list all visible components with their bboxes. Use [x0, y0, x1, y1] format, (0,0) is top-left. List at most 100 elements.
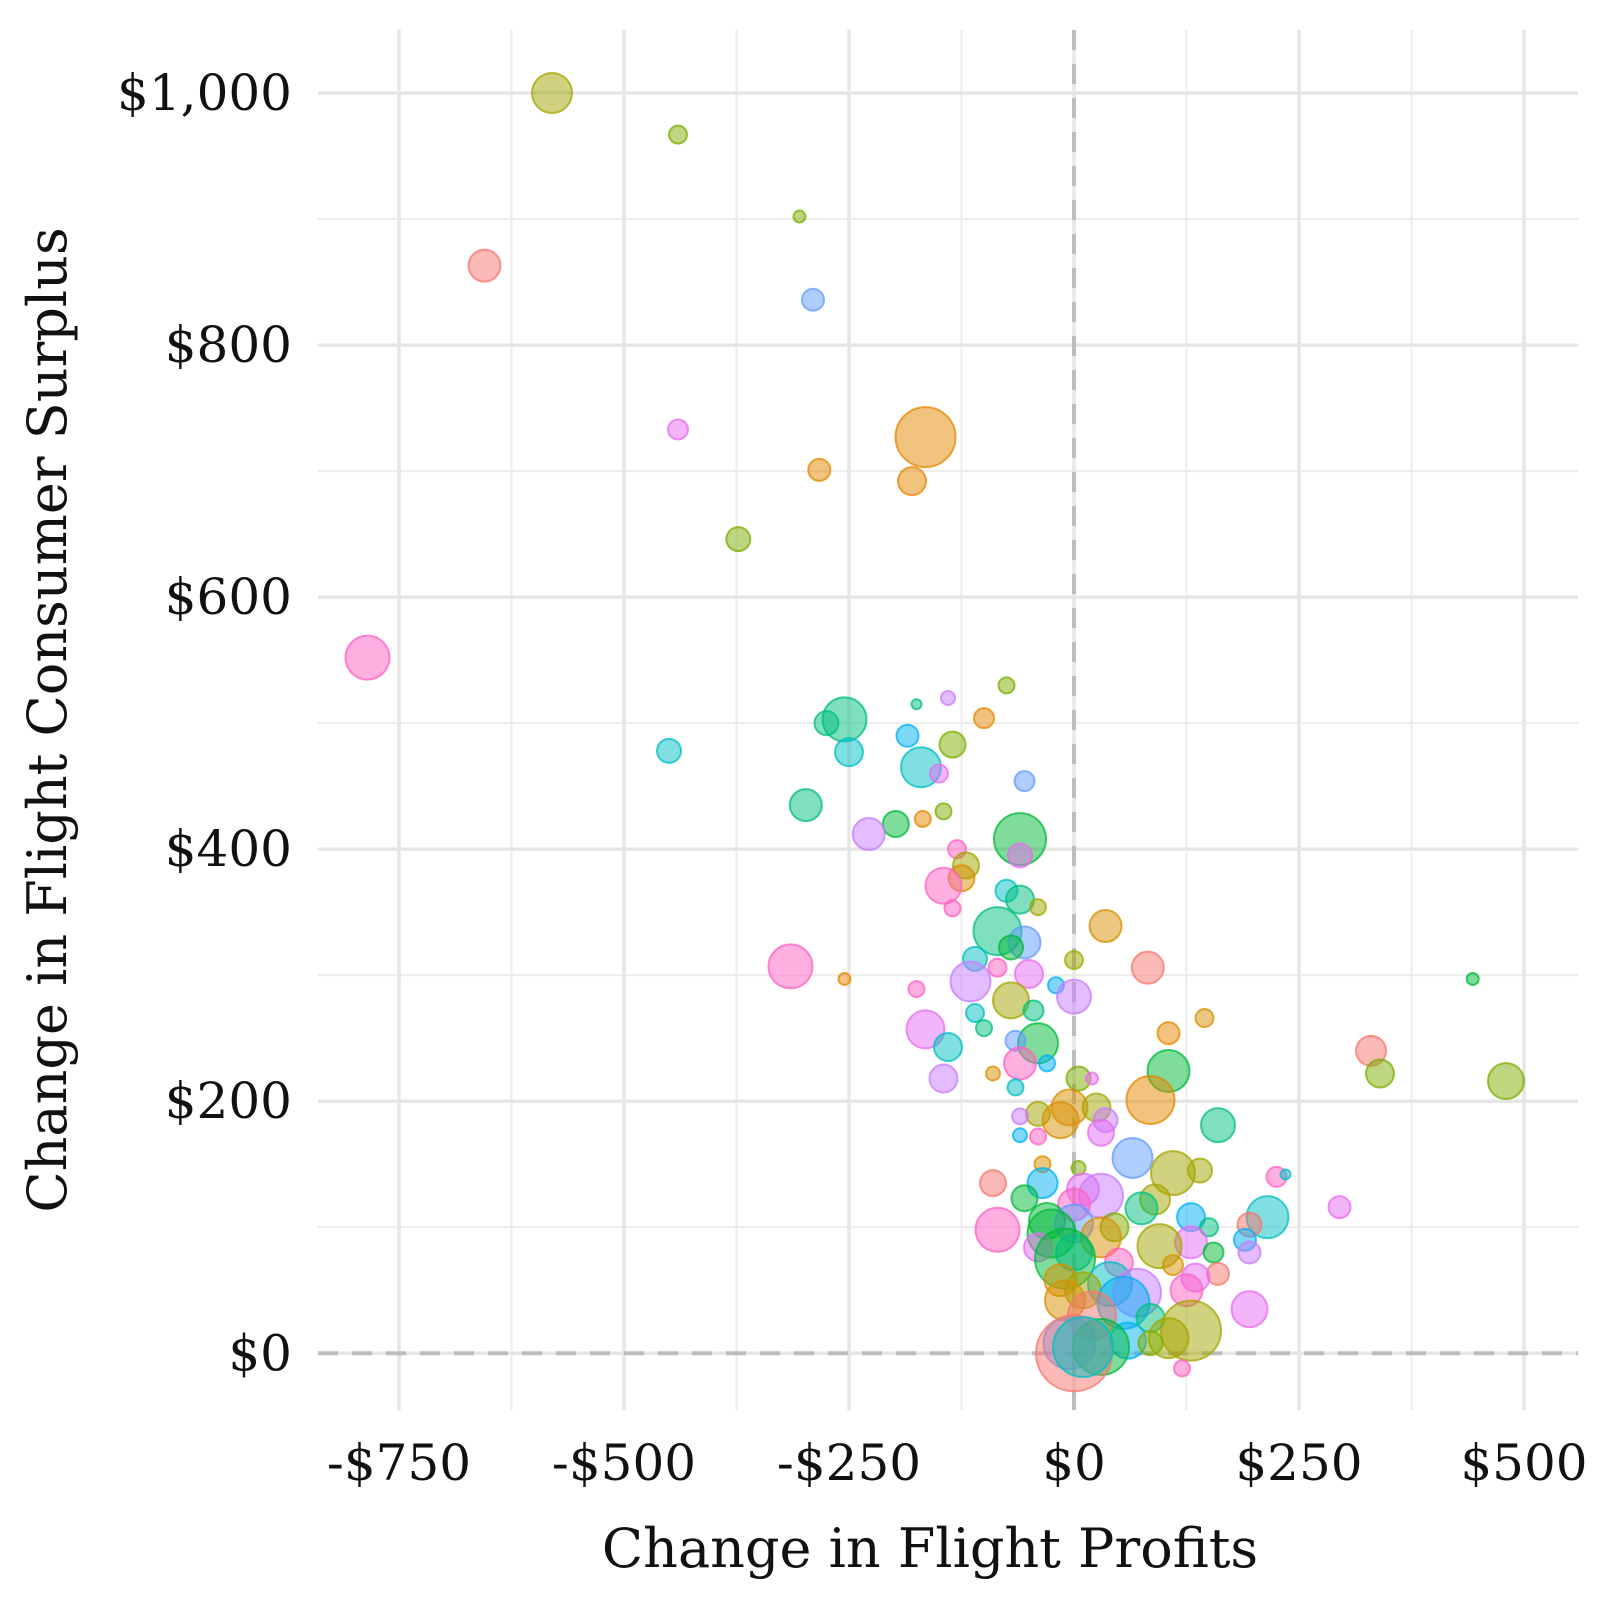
data-point — [1465, 971, 1480, 986]
data-point — [1194, 1008, 1215, 1029]
data-point — [940, 689, 956, 706]
data-point — [910, 698, 923, 711]
data-point — [1365, 1058, 1395, 1089]
data-point — [851, 817, 886, 852]
data-point — [928, 1063, 959, 1094]
data-point — [975, 1019, 993, 1038]
data-point — [1087, 1118, 1115, 1147]
data-point — [1056, 978, 1092, 1015]
data-point — [1125, 1074, 1176, 1125]
x-tick-label: -$250 — [777, 1434, 921, 1492]
data-point — [938, 730, 967, 759]
data-point — [934, 802, 953, 821]
data-point — [929, 763, 949, 784]
data-point — [895, 723, 920, 748]
data-point — [767, 943, 814, 990]
x-tick-label: $500 — [1460, 1434, 1587, 1492]
data-point — [725, 526, 752, 553]
x-axis-tick-labels: -$750 -$500 -$250 $0 $250 $500 — [327, 1434, 1588, 1492]
data-point — [668, 124, 688, 145]
data-point — [1156, 1021, 1181, 1046]
data-point — [1014, 958, 1044, 989]
data-point — [1029, 1127, 1047, 1146]
y-tick-label: $800 — [165, 316, 292, 374]
reference-lines — [318, 30, 1578, 1410]
data-point — [1085, 1071, 1099, 1086]
data-point — [997, 676, 1016, 695]
data-point — [467, 248, 502, 283]
data-point — [897, 466, 927, 497]
data-point — [907, 980, 926, 999]
data-point — [1013, 770, 1036, 793]
data-point — [344, 634, 391, 681]
data-point — [1200, 1107, 1236, 1144]
data-point — [992, 981, 1030, 1020]
data-point — [894, 406, 957, 469]
data-point — [1038, 1054, 1056, 1073]
data-point — [905, 1009, 946, 1050]
minor-gridlines — [318, 30, 1578, 1410]
data-point — [974, 1206, 1021, 1253]
data-point — [1124, 1191, 1159, 1226]
data-point — [1327, 1195, 1352, 1220]
data-point — [801, 287, 825, 312]
data-point — [1011, 1107, 1029, 1126]
data-point — [973, 707, 995, 730]
data-point — [1022, 999, 1045, 1022]
data-point — [792, 209, 807, 224]
data-point — [1137, 1330, 1164, 1357]
data-point — [1029, 898, 1047, 917]
y-axis-title: Change in Flight Consumer Surplus — [16, 227, 79, 1212]
x-tick-label: -$500 — [552, 1434, 696, 1492]
data-point — [1230, 1290, 1269, 1329]
y-tick-label: $600 — [165, 568, 292, 626]
data-point — [943, 899, 962, 918]
data-point — [1052, 1315, 1114, 1378]
data-point — [924, 866, 963, 905]
data-point — [987, 957, 1008, 978]
x-axis-title: Change in Flight Profits — [602, 1517, 1258, 1580]
data-point — [1487, 1062, 1525, 1101]
data-point — [1003, 1046, 1037, 1081]
data-point — [667, 418, 689, 441]
y-tick-label: $200 — [165, 1072, 292, 1130]
data-points — [344, 72, 1525, 1393]
data-point — [1202, 1241, 1225, 1264]
data-point — [1187, 1157, 1213, 1184]
data-point — [1111, 1136, 1154, 1179]
y-tick-label: $0 — [228, 1324, 292, 1382]
data-point — [807, 457, 832, 482]
data-point — [1041, 1101, 1080, 1140]
data-point — [1064, 950, 1084, 971]
x-tick-label: $0 — [1042, 1434, 1106, 1492]
y-tick-label: $400 — [165, 820, 292, 878]
data-point — [1007, 842, 1033, 869]
data-point — [813, 710, 840, 737]
data-point — [1012, 1127, 1028, 1144]
data-point — [998, 934, 1024, 961]
data-point — [1162, 1254, 1184, 1277]
data-point — [531, 72, 573, 115]
data-point — [1173, 1359, 1191, 1378]
data-point — [949, 960, 992, 1003]
data-point — [965, 1003, 985, 1024]
data-point — [933, 1032, 963, 1063]
data-point — [1199, 1217, 1219, 1238]
y-tick-label: $1,000 — [117, 64, 292, 122]
data-point — [788, 788, 823, 823]
data-point — [985, 1065, 1001, 1082]
data-point — [1206, 1261, 1230, 1286]
data-point — [834, 737, 864, 768]
data-point — [1006, 1078, 1025, 1097]
data-point — [1010, 1184, 1039, 1213]
data-point — [913, 809, 932, 828]
x-tick-label: $250 — [1235, 1434, 1362, 1492]
data-point — [1237, 1240, 1262, 1265]
major-gridlines — [318, 30, 1578, 1410]
data-point — [881, 809, 910, 838]
data-point — [837, 971, 852, 986]
data-point — [979, 1169, 1007, 1198]
data-point — [1279, 1168, 1292, 1181]
data-point — [1088, 909, 1123, 944]
